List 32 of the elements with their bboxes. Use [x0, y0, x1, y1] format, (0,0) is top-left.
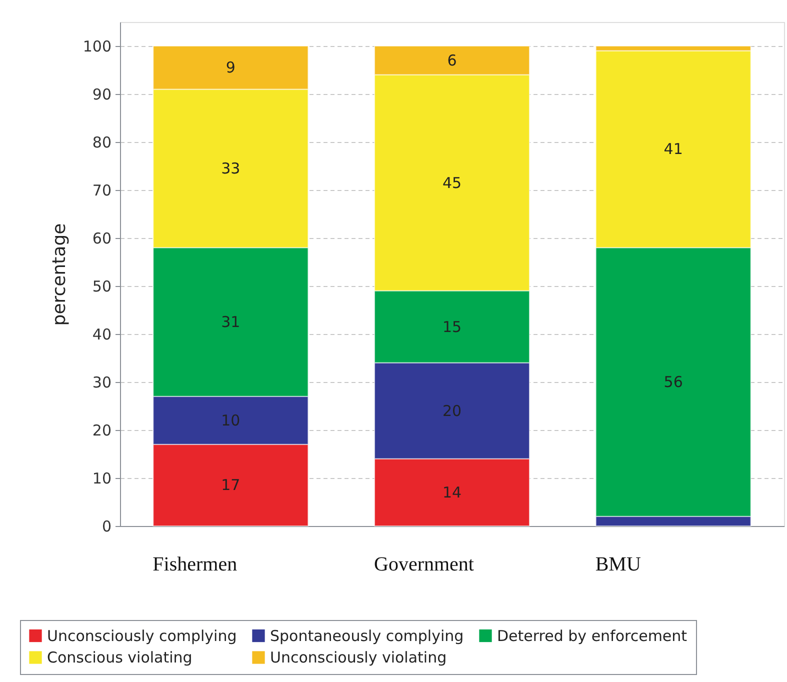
y-tick-label: 80 [92, 134, 112, 152]
y-tick-label: 70 [92, 182, 112, 200]
legend-label: Unconsciously violating [270, 648, 447, 666]
y-tick-label: 30 [92, 374, 112, 392]
y-tick-label: 0 [102, 518, 112, 536]
y-tick-label: 50 [92, 278, 112, 296]
y-tick-label: 40 [92, 326, 112, 344]
y-tick-label: 90 [92, 86, 112, 104]
x-tick-label: Fishermen [152, 554, 238, 576]
data-label: 9 [226, 58, 236, 77]
legend-label: Conscious violating [47, 648, 192, 666]
data-label: 10 [221, 411, 240, 430]
data-label: 14 [442, 483, 462, 502]
y-axis-title: percentage [48, 223, 70, 326]
y-tick-label: 100 [82, 38, 112, 56]
y-tick-label: 20 [92, 422, 112, 440]
data-label: 17 [221, 476, 240, 494]
legend-label: Deterred by enforcement [497, 626, 688, 645]
data-label: 45 [442, 174, 462, 192]
data-label: 6 [447, 51, 457, 70]
data-label: 31 [221, 313, 240, 331]
data-label: 15 [442, 318, 462, 336]
y-tick-label: 10 [92, 470, 112, 488]
x-tick-label: BMU [595, 554, 642, 576]
data-label: 20 [442, 402, 462, 420]
data-label: 56 [664, 373, 683, 391]
data-label: 33 [221, 159, 240, 178]
y-tick-label: 60 [92, 230, 112, 248]
legend-label: Unconsciously complying [47, 626, 237, 645]
data-label: 41 [664, 140, 683, 158]
legend-label: Spontaneously complying [270, 626, 464, 645]
x-tick-label: Government [374, 554, 474, 576]
